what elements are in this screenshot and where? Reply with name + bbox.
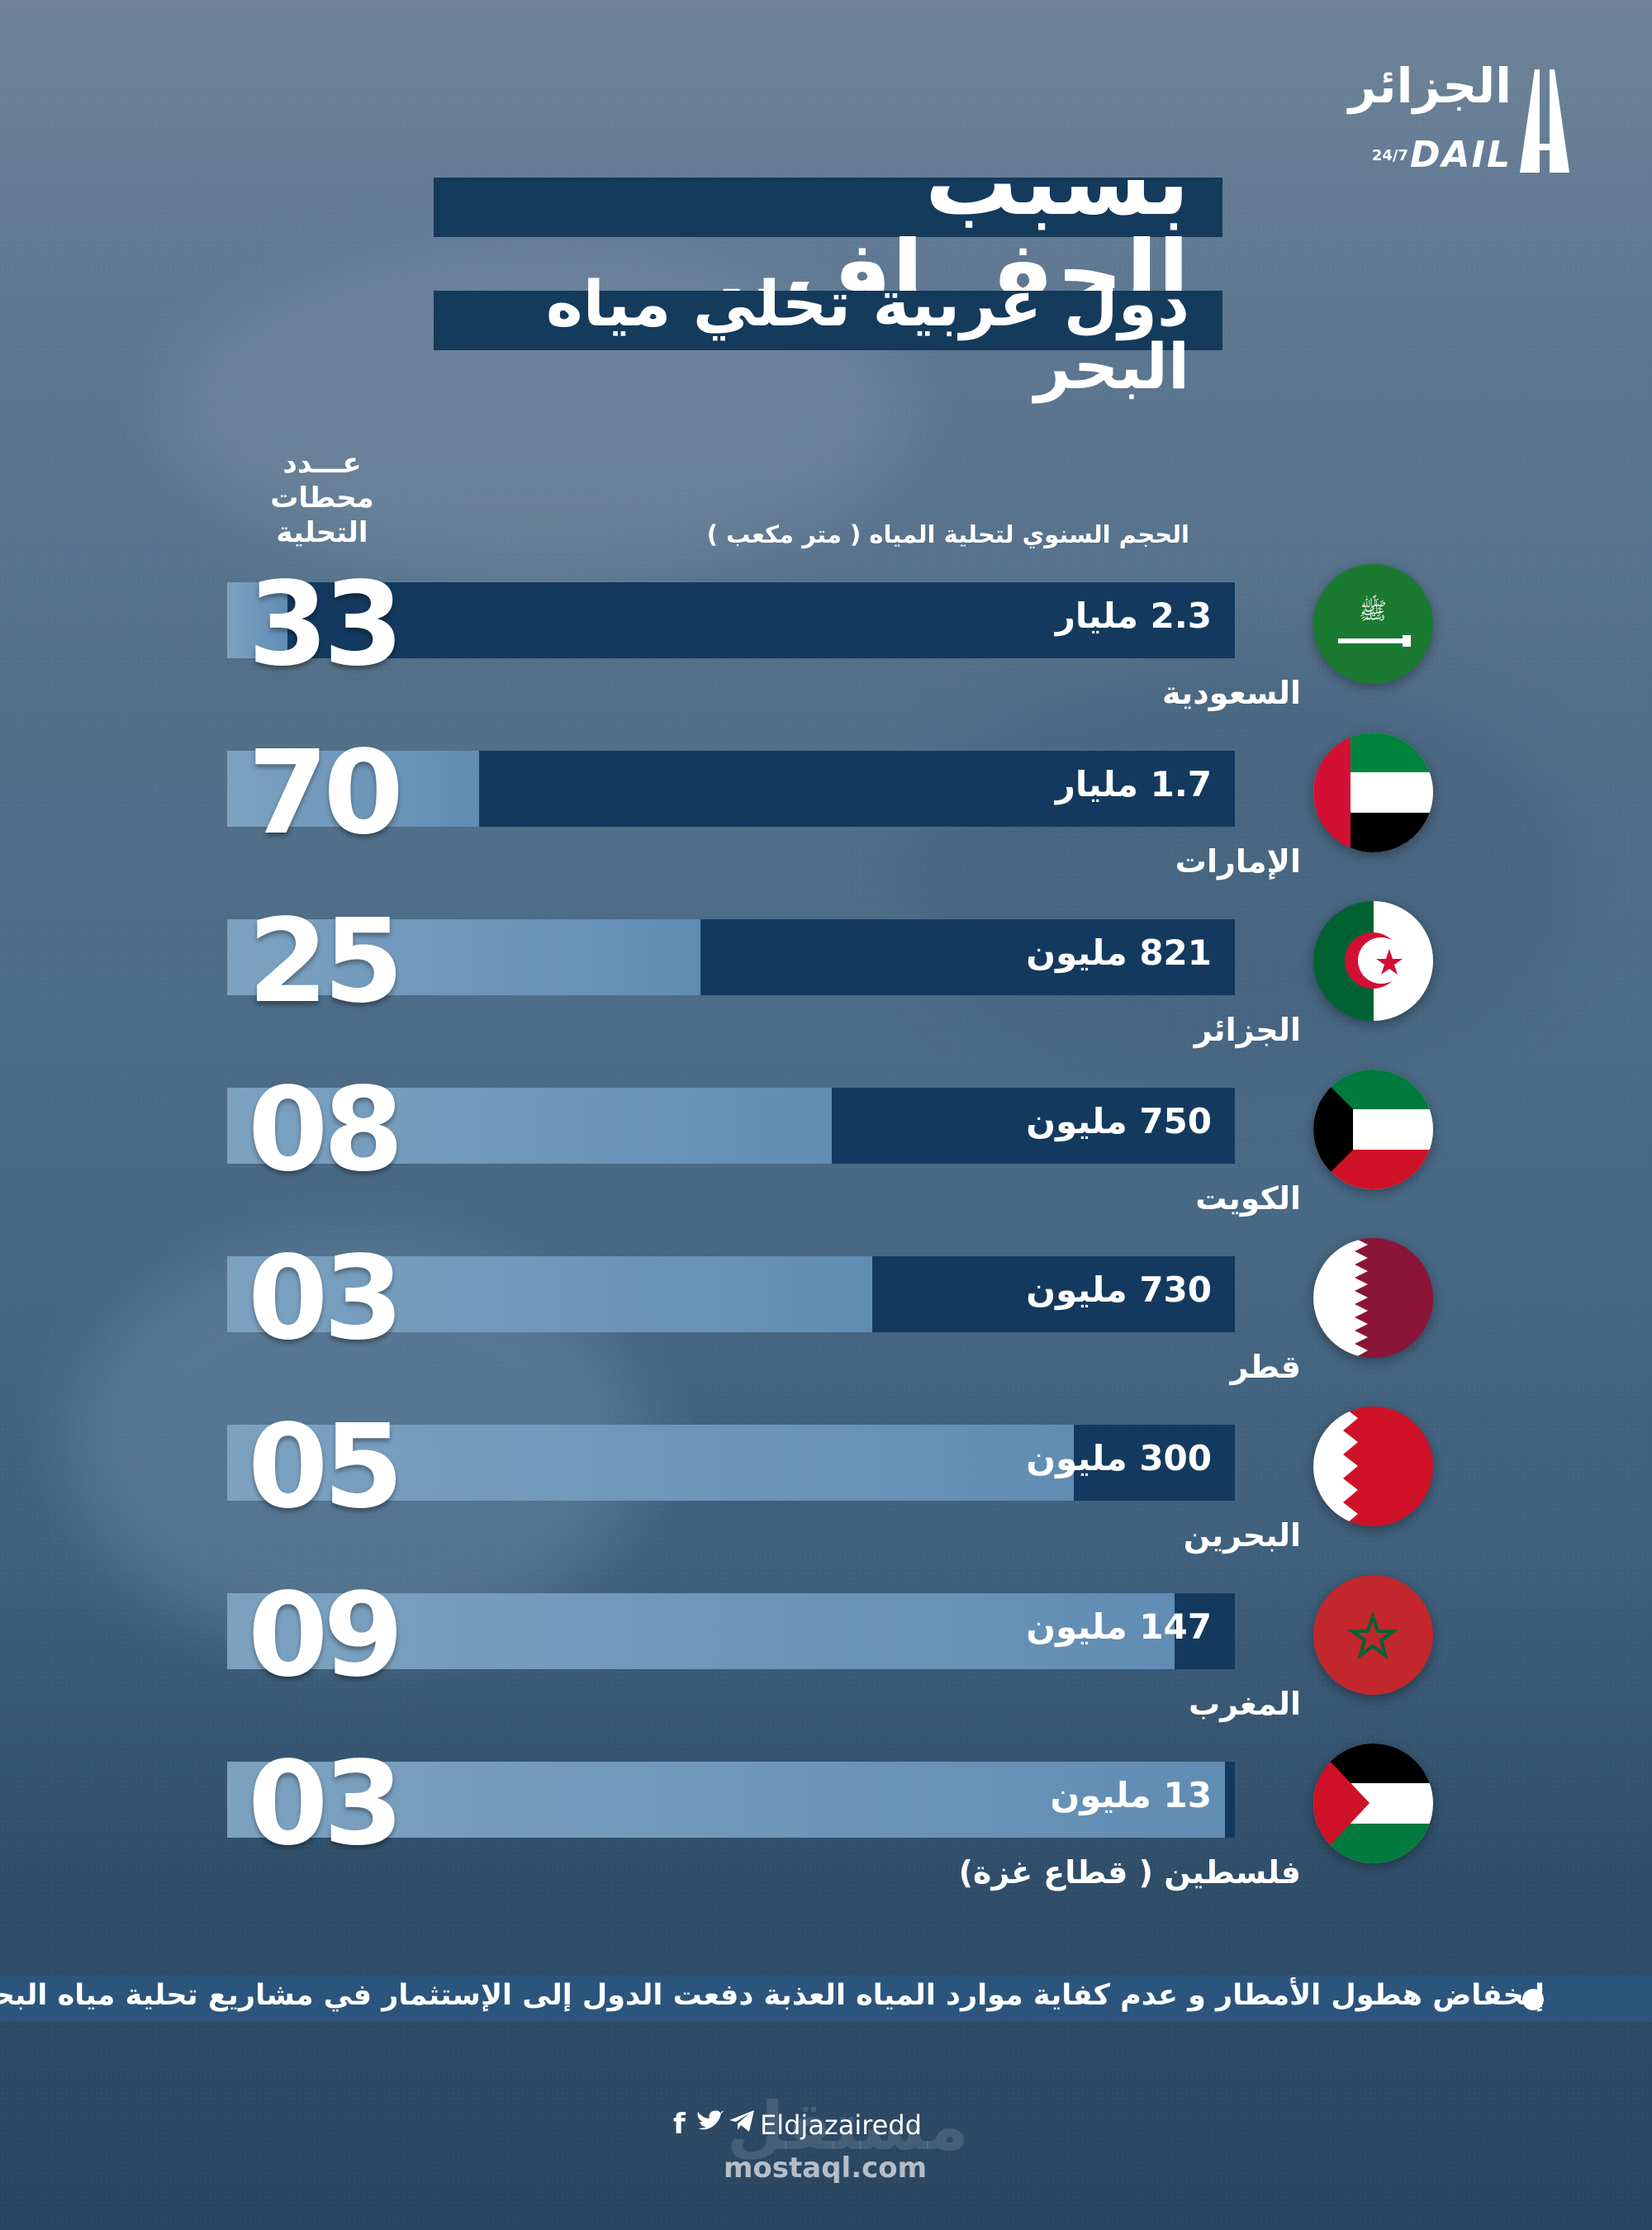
bar-value-label: 147 مليون <box>1026 1606 1212 1647</box>
page-subtitle: دول عربية تحلي مياه البحر <box>545 267 1189 403</box>
twitter-icon[interactable] <box>696 2108 724 2141</box>
footnote-text: إنخفاض هطول الأمطار و عدم كفاية موارد ال… <box>0 1979 1545 2012</box>
watermark-text: mostaql.com <box>724 2152 928 2185</box>
chart-row: 750 مليون 08 الكويت <box>0 1063 1652 1257</box>
bar-value-label: 300 مليون <box>1026 1438 1212 1478</box>
footnote-bar <box>0 1976 1652 2022</box>
chart-row: 821 مليون 25 الجزائر <box>0 894 1652 1089</box>
brand-logo: الجزائر DAIL 24/7 <box>1346 58 1578 182</box>
country-label: الجزائر <box>1194 1012 1301 1048</box>
volume-column-header: الحجم السنوي لتحلية المياه ( متر مكعب ) <box>706 520 1189 548</box>
monument-icon <box>1520 69 1569 173</box>
country-label: السعودية <box>1161 675 1301 711</box>
algeria-flag-icon <box>1313 901 1433 1021</box>
bar-fill <box>227 582 288 658</box>
country-label: قطر <box>1230 1349 1301 1385</box>
page-title: بسبب الجفــاف.. <box>714 129 1189 329</box>
bar-value-label: 730 مليون <box>1026 1269 1212 1310</box>
bar-fill <box>227 1088 832 1164</box>
country-label: فلسطين ( قطاع غزة) <box>958 1854 1301 1891</box>
title-box: بسبب الجفــاف.. <box>434 136 1222 321</box>
bar-track: 13 مليون <box>227 1762 1235 1838</box>
station-count: 09 <box>248 1568 404 1703</box>
uae-flag-icon <box>1313 733 1433 852</box>
chart-row: 13 مليون 03 فلسطين ( قطاع غزة) <box>0 1737 1652 1931</box>
chart-row: 1.7 مليار 70 الإمارات <box>0 726 1652 920</box>
station-count: 03 <box>248 1231 404 1366</box>
social-links: f Eldjazairedd <box>673 2108 1004 2141</box>
background-blur <box>909 661 1569 1074</box>
bahrain-flag-icon <box>1313 1407 1433 1526</box>
station-count: 03 <box>248 1737 404 1872</box>
bar-fill <box>227 1256 872 1332</box>
bar-fill <box>227 1762 1225 1838</box>
bar-fill <box>227 1425 1074 1501</box>
bar-fill <box>227 751 479 827</box>
bar-track: 750 مليون <box>227 1088 1235 1164</box>
stations-column-header: عـــدد محطات التحلية <box>270 447 374 549</box>
logo-tagline: 24/7 <box>1371 147 1408 164</box>
watermark-logo: مستقل <box>727 2088 969 2165</box>
saudi-arabia-flag-icon: ﷺ <box>1313 564 1433 684</box>
telegram-icon[interactable] <box>728 2108 756 2141</box>
chart-row: 730 مليون 03 قطر <box>0 1231 1652 1426</box>
station-count: 25 <box>248 894 404 1029</box>
bar-track: 821 مليون <box>227 919 1235 995</box>
palestine-flag-icon <box>1313 1744 1433 1863</box>
morocco-flag-icon <box>1313 1575 1433 1695</box>
facebook-icon[interactable]: f <box>673 2108 686 2141</box>
bar-value-label: 1.7 مليار <box>1055 764 1212 804</box>
svg-text:ﷺ: ﷺ <box>1359 594 1387 624</box>
station-count: 08 <box>248 1063 404 1198</box>
subtitle-box: دول عربية تحلي مياه البحر <box>434 273 1222 398</box>
country-label: المغرب <box>1188 1686 1301 1722</box>
bar-fill <box>227 1593 1175 1669</box>
station-count: 70 <box>248 726 404 861</box>
social-handle: Eldjazairedd <box>760 2109 922 2141</box>
chart-row: 147 مليون 09 المغرب <box>0 1568 1652 1763</box>
bullet-dot <box>1522 1989 1544 2010</box>
bar-value-label: 821 مليون <box>1026 932 1212 973</box>
logo-arabic-text: الجزائر <box>1348 58 1512 114</box>
country-label: الكويت <box>1195 1180 1301 1217</box>
chart-row: 300 مليون 05 البحرين <box>0 1400 1652 1594</box>
bar-value-label: 750 مليون <box>1026 1101 1212 1141</box>
bar-track: 730 مليون <box>227 1256 1235 1332</box>
bar-track: 1.7 مليار <box>227 751 1235 827</box>
qatar-flag-icon <box>1313 1238 1433 1358</box>
kuwait-flag-icon <box>1313 1070 1433 1189</box>
bar-fill <box>227 919 701 995</box>
bar-track: 300 مليون <box>227 1425 1235 1501</box>
bar-value-label: 2.3 مليار <box>1055 595 1212 636</box>
bar-track: 147 مليون <box>227 1593 1235 1669</box>
country-label: الإمارات <box>1175 843 1301 880</box>
bar-value-label: 13 مليون <box>1050 1775 1212 1815</box>
chart-row: 2.3 مليار 33 ﷺ السعودية <box>0 558 1652 752</box>
bar-track: 2.3 مليار <box>227 582 1235 658</box>
station-count: 33 <box>248 558 404 692</box>
country-label: البحرين <box>1183 1517 1301 1554</box>
logo-english-text: DAIL <box>1410 134 1512 176</box>
station-count: 05 <box>248 1400 404 1535</box>
